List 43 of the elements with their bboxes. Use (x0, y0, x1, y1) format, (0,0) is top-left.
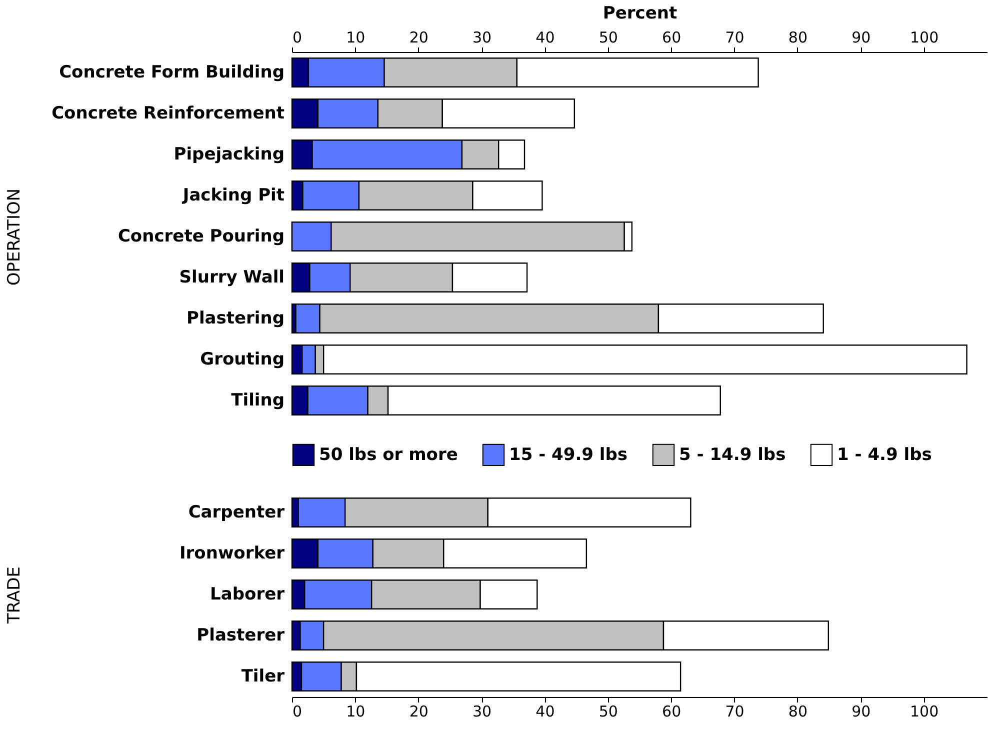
x-tick-label: 70 (725, 28, 744, 46)
y-axis-title: TRADE (4, 566, 24, 624)
legend-label: 5 - 14.9 lbs (679, 444, 786, 465)
x-tick-label: 0 (292, 28, 302, 46)
y-tick-label: Concrete Reinforcement (52, 104, 284, 124)
x-tick-label: 100 (910, 702, 939, 720)
x-tick-label: 90 (852, 702, 871, 720)
x-tick-label: 10 (346, 702, 366, 720)
x-tick-label: 30 (472, 702, 492, 720)
x-tick-label: 50 (598, 702, 618, 720)
y-tick-label: Plasterer (196, 626, 286, 646)
x-tick-label: 40 (536, 702, 555, 720)
y-tick-label: Slurry Wall (179, 268, 284, 288)
x-tick-label: 30 (472, 28, 492, 46)
y-tick-label: Concrete Pouring (118, 226, 284, 246)
x-tick-label: 70 (725, 702, 744, 720)
x-tick-label: 80 (788, 28, 808, 46)
x-tick-label: 10 (346, 28, 366, 46)
x-tick-label: 90 (852, 28, 871, 46)
x-tick-label: 40 (536, 28, 555, 46)
legend-label: 15 - 49.9 lbs (509, 444, 628, 465)
x-tick-label: 50 (598, 28, 618, 46)
y-tick-label: Pipejacking (174, 144, 284, 164)
y-tick-label: Plastering (186, 308, 284, 328)
x-tick-label: 60 (662, 28, 682, 46)
y-tick-label: Tiler (241, 666, 286, 686)
x-tick-label: 20 (409, 28, 428, 46)
x-tick-label: 60 (662, 702, 682, 720)
y-tick-label: Tiling (231, 390, 284, 410)
x-tick-label: 20 (409, 702, 428, 720)
y-tick-label: Ironworker (179, 544, 286, 564)
legend-label: 1 - 4.9 lbs (837, 444, 932, 465)
y-tick-label: Jacking Pit (182, 186, 284, 206)
y-tick-label: Grouting (200, 350, 284, 370)
x-axis-title: Percent (602, 4, 678, 24)
legend-label: 50 lbs or more (319, 444, 458, 465)
y-axis-title: OPERATION (4, 188, 24, 286)
y-tick-label: Concrete Form Building (59, 62, 284, 82)
x-tick-label: 0 (292, 702, 302, 720)
y-tick-label: Laborer (210, 584, 286, 604)
x-tick-label: 100 (910, 28, 939, 46)
y-tick-label: Carpenter (188, 502, 286, 522)
x-tick-label: 80 (788, 702, 808, 720)
